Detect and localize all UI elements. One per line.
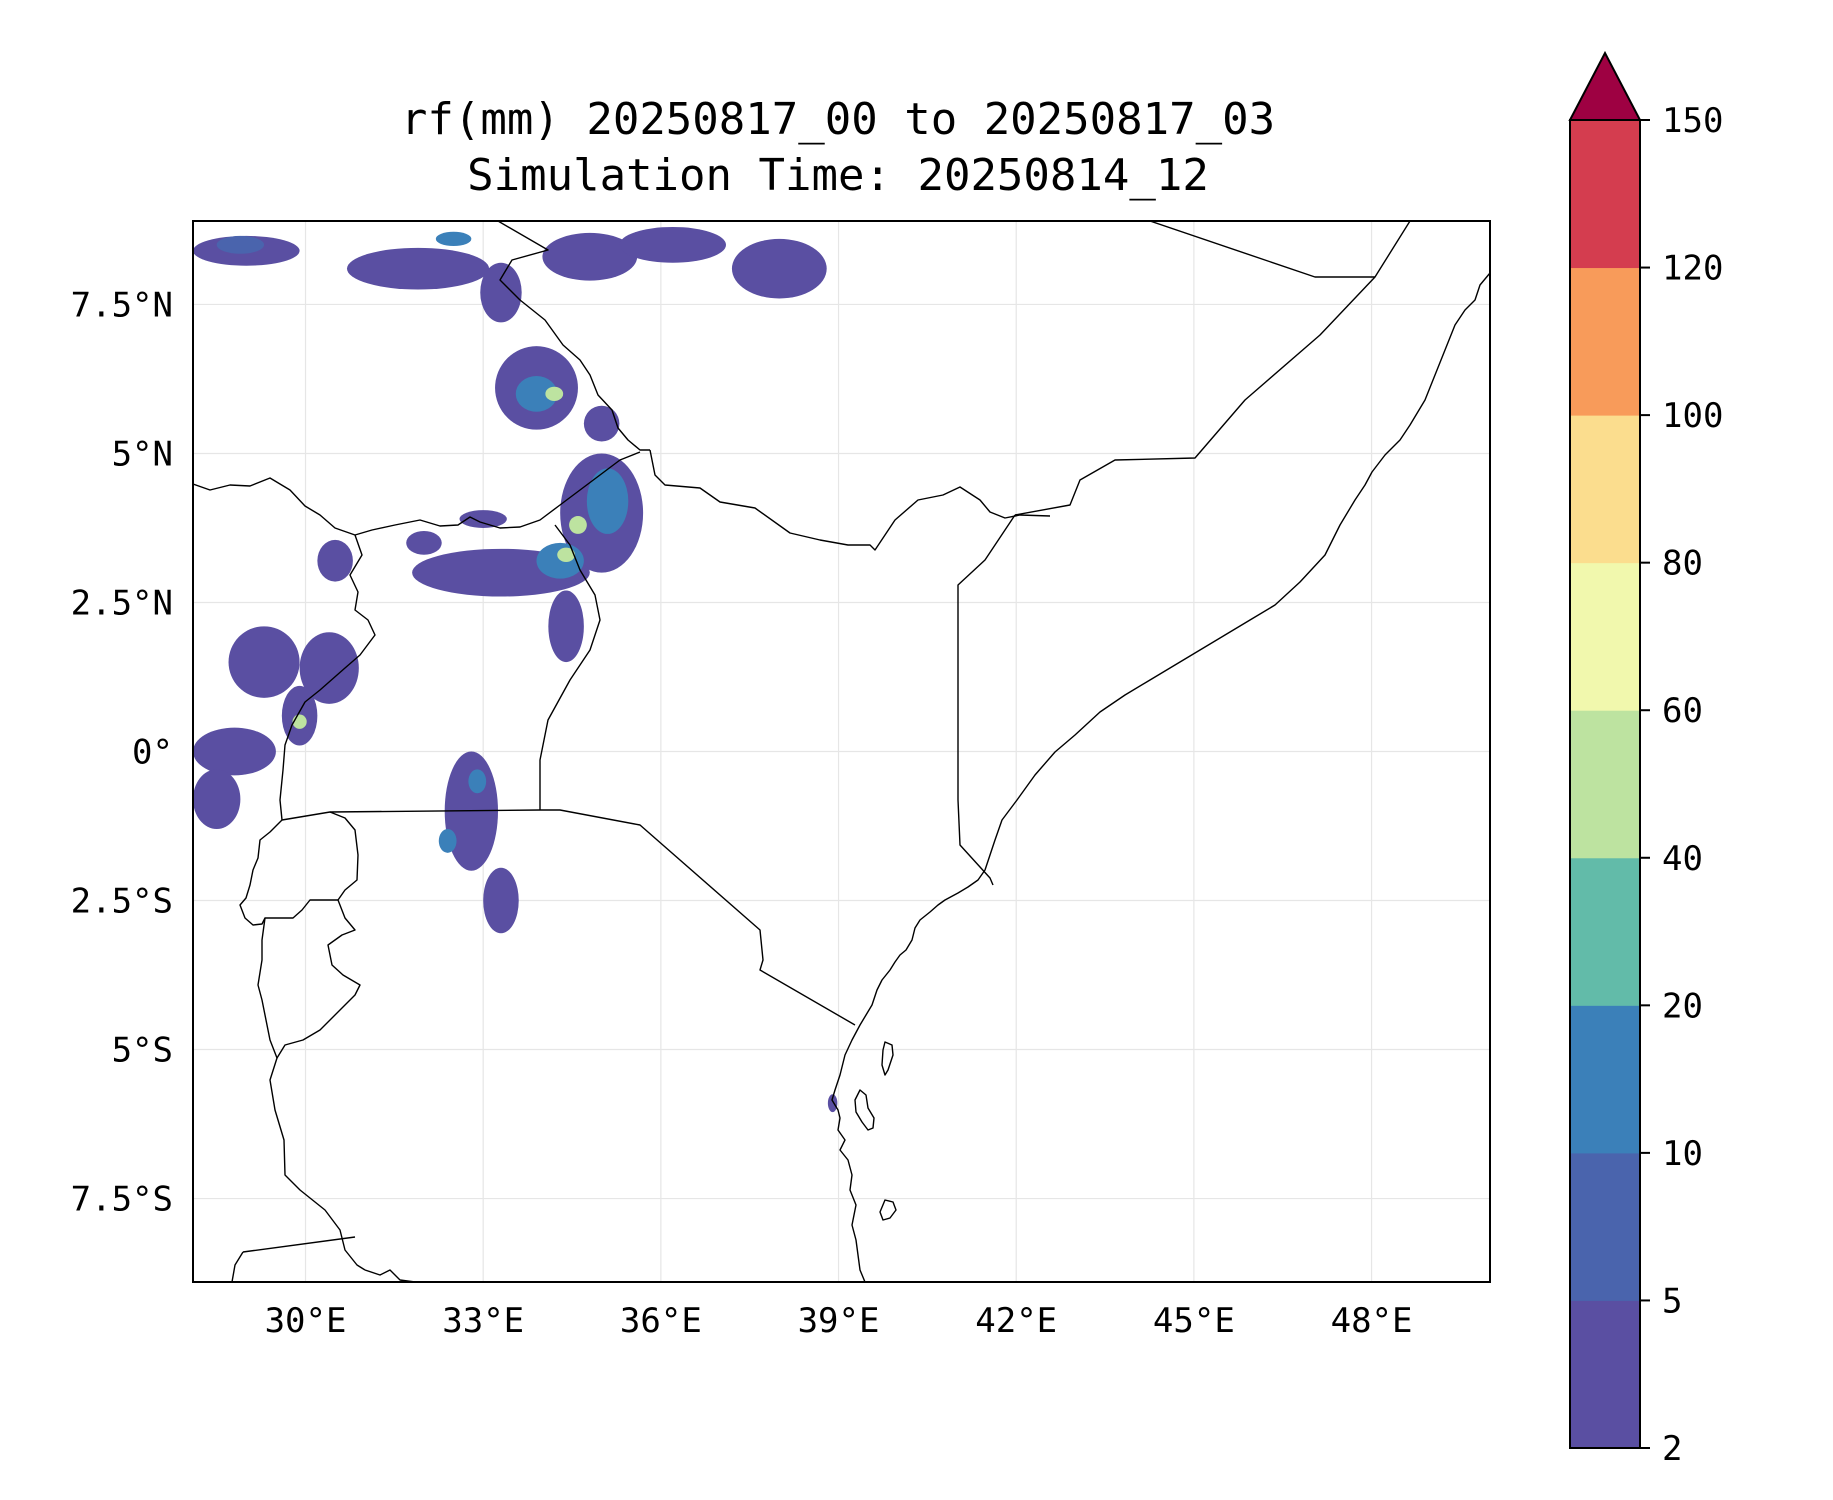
x-axis-ticks: 30°E 33°E 36°E 39°E 42°E 45°E 48°E — [265, 1301, 1413, 1341]
y-tick-label: 0° — [132, 733, 173, 773]
border-rwanda-west — [239, 819, 338, 926]
colorbar-tick-label: 100 — [1662, 396, 1723, 436]
rain-cell — [548, 590, 584, 663]
colorbar-frame — [1569, 119, 1641, 1449]
colorbar-segment — [1570, 1005, 1640, 1154]
rain-cell — [480, 262, 522, 323]
y-tick-label: 5°S — [112, 1031, 173, 1071]
colorbar-segments — [1570, 120, 1640, 1449]
rain-cell — [542, 232, 638, 281]
island-zanzibar — [854, 1089, 875, 1131]
rain-cell — [299, 632, 359, 704]
border-south-sudan-ethiopia — [497, 221, 650, 451]
island-pemba — [881, 1041, 894, 1076]
border-tanzania-zambia — [242, 1236, 356, 1253]
rainfall-field — [193, 226, 838, 1113]
border-ethiopia-kenya — [649, 449, 1051, 551]
colorbar-tick-label: 80 — [1662, 544, 1703, 584]
border-tanzania-drc — [257, 917, 366, 1271]
x-tick-label: 36°E — [620, 1301, 702, 1341]
colorbar-segment — [1570, 562, 1640, 711]
border-uganda-drc — [279, 534, 376, 821]
rain-cell — [317, 539, 353, 582]
x-tick-label: 39°E — [798, 1301, 880, 1341]
border-kenya-somalia — [957, 514, 1016, 886]
colorbar-extend-triangle — [1568, 50, 1642, 121]
rain-cell — [586, 468, 629, 534]
colorbar-segment — [1570, 1152, 1640, 1301]
map-title-line1: rf(mm) 20250817_00 to 20250817_03 — [401, 94, 1275, 145]
colorbar-ticks: 2 5 10 20 40 60 80 100 120 150 — [1640, 101, 1723, 1469]
rain-cell — [193, 727, 276, 776]
colorbar-tick-label: 20 — [1662, 986, 1703, 1026]
colorbar-segment — [1570, 267, 1640, 416]
x-tick-label: 30°E — [265, 1301, 347, 1341]
colorbar-segment — [1570, 120, 1640, 269]
colorbar: 2 5 10 20 40 60 80 100 120 150 — [1568, 50, 1723, 1469]
country-borders — [193, 221, 1411, 1282]
island-mafia — [879, 1199, 897, 1221]
y-axis-ticks: 7.5°N 5°N 2.5°N 0° 2.5°S 5°S 7.5°S — [71, 285, 173, 1219]
rain-cell — [827, 1094, 838, 1113]
coastline-east-africa — [831, 272, 1490, 1282]
map-gridlines — [193, 221, 1490, 1282]
map-axes: 30°E 33°E 36°E 39°E 42°E 45°E 48°E 7.5°N 5°N 2.5… — [71, 220, 1491, 1341]
rain-cell — [193, 769, 241, 829]
map-title-line2: Simulation Time: 20250814_12 — [467, 150, 1209, 201]
colorbar-tick-label: 60 — [1662, 691, 1703, 731]
colorbar-tick-label: 2 — [1662, 1429, 1682, 1469]
colorbar-tick-label: 150 — [1662, 101, 1723, 141]
border-ethiopia-somalia — [1014, 221, 1411, 516]
border-tanzania-uganda — [329, 809, 541, 813]
x-tick-label: 42°E — [975, 1301, 1057, 1341]
rain-cell — [228, 626, 300, 698]
y-tick-label: 2.5°S — [71, 882, 173, 922]
border-tanzania-kenya — [540, 809, 856, 1026]
y-tick-label: 7.5°N — [71, 285, 173, 325]
y-tick-label: 7.5°S — [71, 1180, 173, 1220]
y-tick-label: 2.5°N — [71, 583, 173, 623]
rain-cell — [435, 231, 472, 247]
colorbar-tick-label: 40 — [1662, 839, 1703, 879]
border-rwanda-burundi — [276, 811, 361, 1059]
colorbar-segment — [1570, 710, 1640, 859]
coastline — [831, 272, 1490, 1282]
rain-cell — [406, 530, 442, 555]
border-uganda-kenya — [539, 524, 601, 810]
rain-cell — [515, 375, 558, 412]
rain-cell — [731, 238, 827, 299]
rain-cell — [557, 547, 575, 562]
rain-cell — [619, 226, 727, 263]
rain-cell — [216, 235, 265, 254]
rain-cell — [583, 405, 620, 442]
colorbar-tick-label: 10 — [1662, 1134, 1703, 1174]
colorbar-tick-label: 5 — [1662, 1281, 1682, 1321]
colorbar-segment — [1570, 1300, 1640, 1449]
rain-cell — [545, 386, 564, 402]
colorbar-tick-label: 120 — [1662, 249, 1723, 289]
x-tick-label: 33°E — [442, 1301, 524, 1341]
colorbar-segment — [1570, 415, 1640, 564]
rain-cell — [346, 247, 490, 290]
map-frame — [192, 220, 1491, 1283]
rain-cell — [569, 516, 587, 534]
y-tick-label: 5°N — [112, 434, 173, 474]
rain-cell — [459, 510, 507, 528]
x-tick-label: 48°E — [1331, 1301, 1413, 1341]
border-ethiopia-somaliland — [1149, 221, 1375, 278]
border-south-sudan-drc — [193, 451, 641, 536]
x-tick-label: 45°E — [1153, 1301, 1235, 1341]
colorbar-segment — [1570, 857, 1640, 1006]
border-south-extension — [231, 1251, 416, 1282]
rain-cell — [438, 828, 457, 853]
rain-cell — [483, 867, 519, 934]
rain-cell — [468, 769, 487, 794]
